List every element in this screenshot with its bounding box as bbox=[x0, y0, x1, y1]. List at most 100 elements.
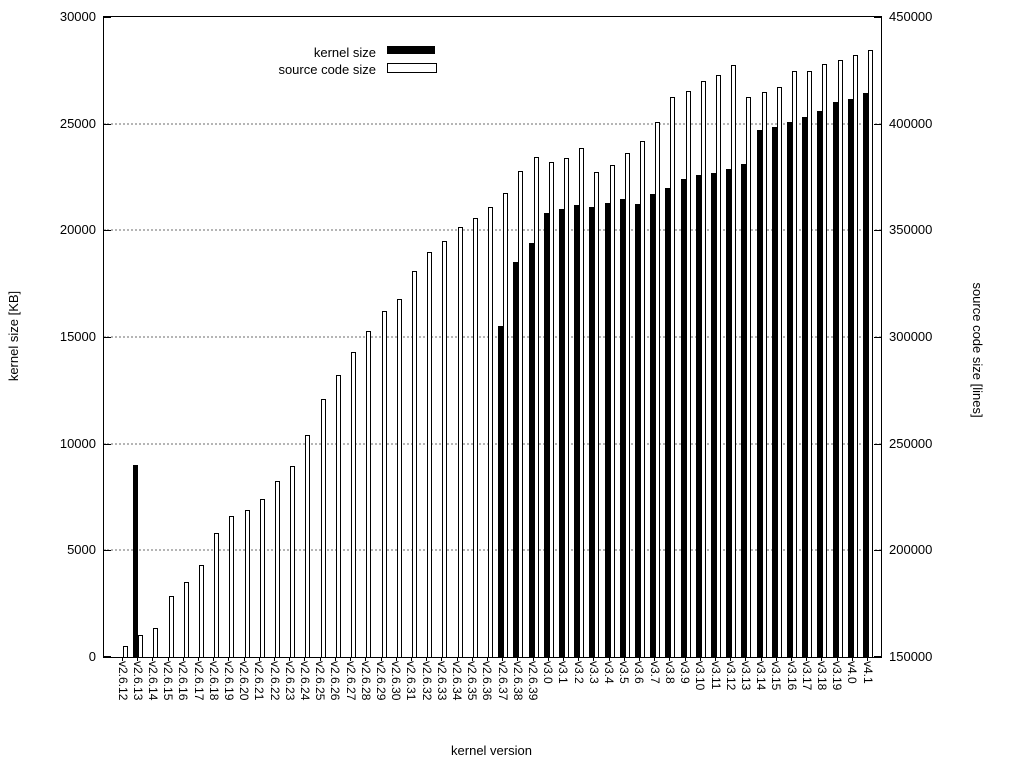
x-tick-label-v3.17: v3.17 bbox=[799, 661, 814, 691]
kernel-size-bar-v3.10 bbox=[695, 174, 701, 657]
kernel-size-bar-v3.8 bbox=[665, 187, 671, 657]
y-tick-left-20000 bbox=[104, 230, 111, 232]
plot-area: kernel size source code size bbox=[103, 16, 882, 658]
source-size-bar-v2.6.36 bbox=[487, 206, 493, 657]
kernel-size-bar-v3.19 bbox=[832, 102, 838, 657]
x-tick-mark-v4.0 bbox=[851, 657, 853, 661]
source-size-bar-v2.6.39 bbox=[533, 156, 539, 657]
source-size-bar-v2.6.12 bbox=[123, 646, 128, 657]
source-size-bar-v2.6.25 bbox=[320, 398, 326, 657]
x-tick-mark-v2.6.18 bbox=[213, 657, 215, 661]
x-tick-mark-v3.17 bbox=[806, 657, 808, 661]
x-tick-label-v3.5: v3.5 bbox=[617, 661, 632, 684]
y-tick-right-30000 bbox=[874, 17, 881, 18]
x-tick-mark-v3.16 bbox=[791, 657, 792, 661]
x-tick-mark-v2.6.27 bbox=[350, 657, 352, 661]
source-size-bar-v4.1 bbox=[868, 50, 873, 657]
source-size-bar-v2.6.27 bbox=[351, 351, 357, 657]
source-size-bar-v2.6.18 bbox=[214, 533, 220, 657]
source-size-bar-v2.6.37 bbox=[503, 193, 509, 657]
source-size-bar-v3.15 bbox=[776, 87, 782, 657]
source-size-bar-v2.6.38 bbox=[518, 170, 524, 657]
x-tick-mark-v2.6.16 bbox=[182, 657, 184, 661]
right-axis-title: source code size [lines] bbox=[970, 282, 985, 418]
source-size-bar-v2.6.26 bbox=[335, 375, 341, 657]
x-tick-mark-v3.15 bbox=[775, 657, 777, 661]
kernel-size-bar-v2.6.39 bbox=[528, 243, 534, 657]
kernel-size-bar-v3.15 bbox=[771, 126, 777, 657]
source-size-bar-v2.6.33 bbox=[442, 241, 448, 657]
source-size-bar-v2.6.31 bbox=[411, 270, 417, 657]
x-tick-label-v4.0: v4.0 bbox=[845, 661, 860, 684]
x-tick-mark-v2.6.19 bbox=[228, 657, 230, 661]
source-size-bar-v2.6.29 bbox=[381, 311, 387, 657]
x-tick-label-v3.9: v3.9 bbox=[678, 661, 693, 684]
source-size-bar-v2.6.20 bbox=[244, 509, 250, 657]
source-size-bar-v2.6.22 bbox=[275, 481, 280, 657]
kernel-size-bar-v3.3 bbox=[589, 206, 595, 657]
x-tick-label-v3.12: v3.12 bbox=[723, 661, 738, 691]
source-size-bar-v3.9 bbox=[685, 90, 691, 657]
source-size-bar-v3.13 bbox=[746, 97, 752, 657]
x-tick-label-v2.6.32: v2.6.32 bbox=[419, 661, 434, 701]
y-tick-right-20000 bbox=[874, 230, 881, 232]
left-tick-label-25000: 25000 bbox=[59, 115, 96, 131]
source-size-bar-v3.10 bbox=[700, 81, 706, 657]
source-size-bar-v2.6.19 bbox=[229, 516, 235, 657]
source-size-bar-v3.2 bbox=[579, 148, 585, 657]
kernel-size-bar-v4.1 bbox=[863, 92, 868, 657]
left-tick-label-15000: 15000 bbox=[59, 329, 96, 344]
kernel-size-bar-v3.7 bbox=[650, 194, 656, 657]
x-tick-label-v2.6.28: v2.6.28 bbox=[358, 661, 373, 701]
x-tick-mark-v3.7 bbox=[654, 657, 656, 661]
x-tick-label-v3.1: v3.1 bbox=[556, 661, 571, 684]
x-tick-mark-v2.6.14 bbox=[152, 657, 154, 661]
y-tick-right-10000 bbox=[874, 443, 881, 445]
legend-label-kernel-size: kernel size bbox=[313, 45, 376, 60]
x-tick-label-v4.1: v4.1 bbox=[860, 661, 875, 684]
x-tick-label-v2.6.37: v2.6.37 bbox=[495, 661, 510, 701]
source-size-bar-v2.6.32 bbox=[427, 251, 433, 657]
source-size-bar-v4.0 bbox=[852, 55, 858, 657]
x-tick-mark-v3.3 bbox=[593, 657, 595, 661]
source-size-bar-v2.6.34 bbox=[457, 227, 463, 657]
y-tick-left-5000 bbox=[104, 550, 111, 552]
source-size-bar-v3.17 bbox=[807, 71, 813, 657]
y-tick-left-10000 bbox=[104, 443, 111, 445]
x-tick-label-v2.6.31: v2.6.31 bbox=[404, 661, 419, 701]
x-tick-label-v2.6.21: v2.6.21 bbox=[252, 661, 267, 701]
y-tick-left-15000 bbox=[104, 337, 111, 338]
x-tick-label-v2.6.17: v2.6.17 bbox=[191, 661, 206, 701]
x-tick-mark-v2.6.26 bbox=[334, 657, 336, 661]
kernel-size-bar-v2.6.37 bbox=[498, 326, 504, 657]
source-size-bar-v3.16 bbox=[792, 71, 797, 657]
kernel-size-bar-v3.1 bbox=[558, 209, 564, 657]
source-size-bar-v2.6.17 bbox=[199, 565, 204, 657]
x-tick-mark-v2.6.34 bbox=[456, 657, 458, 661]
x-tick-label-v2.6.39: v2.6.39 bbox=[526, 661, 540, 701]
x-tick-mark-v2.6.20 bbox=[243, 657, 245, 661]
x-tick-label-v3.6: v3.6 bbox=[632, 661, 647, 684]
x-tick-label-v2.6.22: v2.6.22 bbox=[267, 661, 282, 701]
x-tick-label-v2.6.12: v2.6.12 bbox=[115, 661, 130, 701]
x-tick-mark-v2.6.29 bbox=[380, 657, 382, 661]
x-tick-label-v3.16: v3.16 bbox=[784, 661, 799, 691]
x-tick-mark-v3.6 bbox=[638, 657, 640, 661]
right-tick-label-450000: 450000 bbox=[889, 9, 933, 24]
source-size-bar-v2.6.21 bbox=[259, 499, 265, 657]
x-tick-label-v2.6.15: v2.6.15 bbox=[161, 661, 176, 701]
x-tick-label-v2.6.34: v2.6.34 bbox=[450, 661, 464, 701]
source-size-bar-v2.6.15 bbox=[168, 596, 174, 657]
source-size-bar-v2.6.16 bbox=[183, 582, 189, 657]
x-tick-mark-v2.6.17 bbox=[198, 657, 199, 661]
right-tick-label-250000: 250000 bbox=[889, 435, 933, 451]
x-tick-mark-v3.10 bbox=[699, 657, 701, 661]
source-size-bar-v3.4 bbox=[609, 165, 615, 657]
x-tick-label-v2.6.25: v2.6.25 bbox=[313, 661, 328, 701]
y-tick-left-25000 bbox=[104, 123, 111, 125]
kernel-size-bar-v3.9 bbox=[680, 179, 686, 657]
x-tick-mark-v3.14 bbox=[760, 657, 762, 661]
x-tick-label-v3.13: v3.13 bbox=[738, 661, 753, 691]
left-tick-label-10000: 10000 bbox=[59, 435, 96, 451]
legend-swatch-kernel-size bbox=[387, 46, 435, 54]
